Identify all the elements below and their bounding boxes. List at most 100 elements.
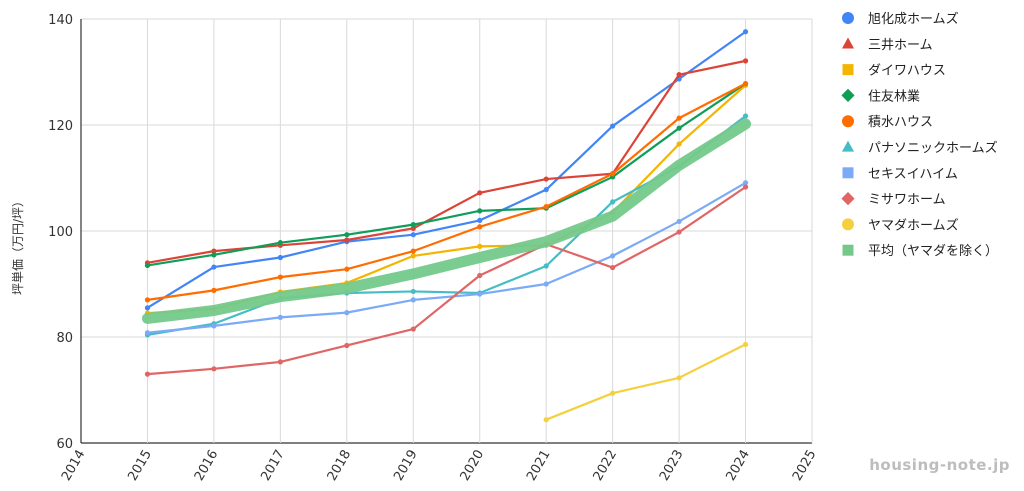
data-point: [410, 253, 416, 259]
x-tick-label: 2024: [723, 448, 753, 484]
data-point: [144, 305, 151, 311]
x-tick-label: 2022: [591, 448, 621, 484]
data-point: [277, 314, 283, 320]
data-point: [144, 297, 151, 303]
data-point: [610, 253, 616, 259]
data-point: [410, 222, 416, 228]
y-axis-label: 坪単価（万円/坪）: [11, 195, 25, 295]
data-point: [742, 81, 749, 87]
series-line-4: [146, 82, 747, 301]
data-point: [742, 113, 749, 119]
series-layer: [141, 29, 752, 423]
x-tick-label: 2025: [790, 448, 820, 484]
x-tick-label: 2014: [59, 448, 89, 484]
data-point: [676, 218, 682, 225]
x-tick-label: 2018: [325, 448, 355, 484]
data-point: [410, 326, 416, 332]
legend-marker-4: [842, 115, 854, 128]
data-point: [676, 229, 682, 235]
legend-label-4: 積水ハウス: [868, 115, 933, 130]
data-point: [211, 252, 217, 258]
data-point: [211, 287, 217, 293]
data-point: [543, 204, 549, 210]
legend-marker-9: [842, 244, 854, 256]
data-point: [543, 417, 549, 423]
x-tick-label: 2016: [192, 448, 222, 484]
series-line-2: [146, 84, 747, 315]
legend-label-5: パナソニックホームズ: [868, 140, 998, 156]
data-point: [277, 274, 283, 280]
data-point: [543, 176, 549, 182]
legend-label-7: ミサワホーム: [868, 193, 946, 208]
data-point: [676, 115, 682, 121]
x-tick-label: 2017: [258, 448, 288, 484]
data-point: [477, 243, 483, 249]
legend-label-9: 平均（ヤマダを除く）: [868, 244, 998, 259]
series-line-8: [545, 343, 747, 421]
series-line-0: [146, 30, 747, 309]
data-point: [543, 187, 549, 193]
legend-label-6: セキスイハイム: [868, 167, 958, 182]
legend-label-3: 住友林業: [868, 88, 920, 104]
data-point: [410, 297, 416, 303]
data-point: [742, 184, 749, 190]
data-point: [742, 58, 749, 64]
y-tick-label: 60: [56, 437, 73, 452]
data-point: [543, 263, 549, 269]
legend-label-8: ヤマダホームズ: [868, 217, 959, 233]
data-point: [742, 180, 749, 186]
series-line-3: [146, 82, 747, 267]
legend-marker-5: [841, 140, 855, 152]
data-point: [676, 125, 682, 131]
x-tick-label: 2021: [524, 448, 554, 484]
x-tick-label: 2019: [391, 448, 421, 484]
series-line-9: [141, 118, 752, 324]
legend-label-1: 三井ホーム: [868, 38, 933, 53]
x-tick-label: 2020: [458, 448, 488, 484]
data-point: [477, 217, 483, 223]
legend-marker-7: [841, 192, 855, 206]
data-point: [610, 199, 616, 205]
series-line-6: [146, 181, 747, 334]
legend-marker-8: [842, 218, 854, 231]
data-point: [144, 371, 151, 377]
legend-marker-3: [841, 88, 855, 102]
data-point: [211, 248, 217, 254]
series-line-7: [146, 185, 747, 376]
data-point: [410, 232, 416, 238]
data-point: [477, 291, 483, 297]
axes: 60 80 100 120 140 2014 2015 2016 2017 2018 2019 202…: [48, 13, 819, 484]
data-point: [610, 264, 616, 271]
y-tick-label: 100: [48, 225, 73, 240]
data-point: [144, 330, 151, 336]
data-point: [410, 225, 416, 231]
watermark: housing-note.jp: [869, 456, 1010, 474]
data-point: [211, 264, 217, 270]
data-point: [477, 208, 483, 214]
data-point: [277, 240, 283, 246]
data-point: [277, 254, 283, 261]
data-point: [344, 266, 350, 272]
data-point: [676, 375, 682, 381]
x-tick-label: 2015: [125, 448, 155, 484]
legend-label-0: 旭化成ホームズ: [868, 11, 959, 27]
legend-marker-1: [841, 37, 855, 49]
x-tick-label: 2023: [657, 448, 687, 484]
y-tick-label: 140: [48, 13, 73, 28]
grid-lines: [80, 18, 813, 444]
data-point: [610, 123, 616, 129]
data-point: [610, 390, 616, 396]
data-point: [742, 341, 749, 348]
y-tick-label: 80: [56, 331, 73, 346]
data-point: [344, 310, 350, 316]
data-point: [676, 72, 682, 78]
data-point: [676, 141, 682, 147]
legend-marker-0: [842, 12, 854, 24]
legend-marker-2: [842, 64, 854, 76]
data-point: [477, 190, 483, 196]
data-point: [277, 359, 283, 365]
data-point: [211, 366, 217, 372]
data-point: [144, 262, 151, 269]
legend-label-2: ダイワハウス: [868, 64, 946, 79]
data-point: [211, 323, 217, 329]
